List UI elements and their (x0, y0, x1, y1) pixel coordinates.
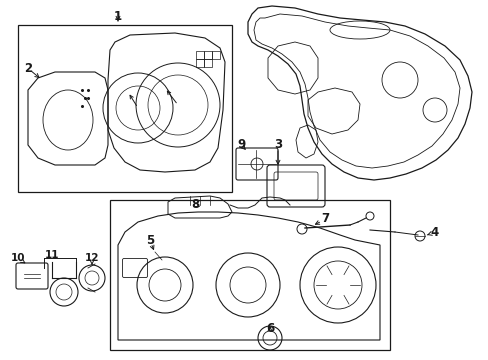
Text: 3: 3 (273, 139, 282, 152)
Bar (196, 51, 203, 59)
Text: 6: 6 (265, 321, 274, 334)
Bar (203, 59, 212, 67)
Text: 9: 9 (237, 138, 245, 150)
Text: 8: 8 (190, 198, 199, 211)
Text: 5: 5 (145, 234, 154, 247)
Bar (212, 51, 220, 59)
Bar (110, 200, 389, 350)
Bar (196, 59, 203, 67)
Text: 12: 12 (84, 253, 99, 263)
Text: 4: 4 (429, 225, 437, 238)
Text: 2: 2 (24, 62, 32, 75)
Bar (18, 25, 231, 192)
Text: 10: 10 (11, 253, 25, 263)
Text: 11: 11 (45, 250, 59, 260)
Bar (203, 51, 212, 59)
Text: 1: 1 (114, 9, 122, 22)
Text: 7: 7 (320, 211, 328, 225)
